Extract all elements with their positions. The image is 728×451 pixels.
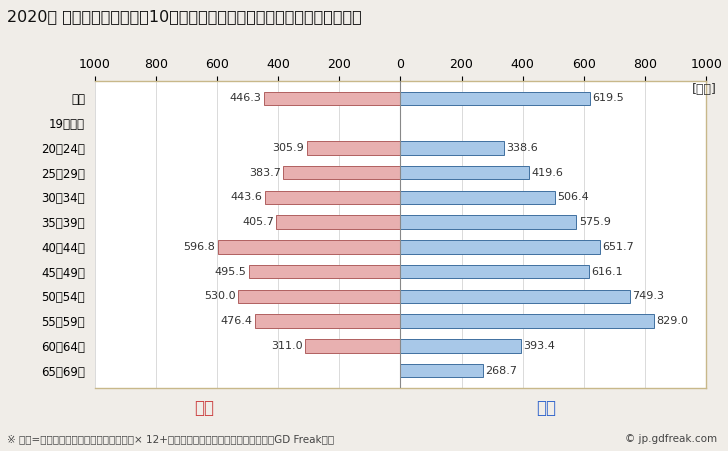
Text: 476.4: 476.4 — [221, 316, 253, 326]
Text: 305.9: 305.9 — [273, 143, 304, 153]
Bar — [400, 339, 521, 353]
Bar — [400, 240, 600, 253]
Bar — [400, 215, 577, 229]
Bar — [400, 191, 555, 204]
Bar — [218, 240, 400, 253]
Bar — [264, 92, 400, 105]
Bar — [400, 141, 504, 155]
Bar — [400, 290, 630, 303]
Bar — [277, 215, 400, 229]
Bar — [400, 265, 589, 278]
Text: [万円]: [万円] — [692, 83, 717, 97]
Text: 338.6: 338.6 — [507, 143, 538, 153]
Text: 311.0: 311.0 — [272, 341, 303, 351]
Text: 2020年 民間企業（従業者数10人以上）フルタイム労働者の男女別平均年収: 2020年 民間企業（従業者数10人以上）フルタイム労働者の男女別平均年収 — [7, 9, 362, 24]
Text: 443.6: 443.6 — [231, 193, 262, 202]
Text: 女性: 女性 — [194, 399, 214, 417]
Bar — [400, 364, 483, 377]
Text: 393.4: 393.4 — [523, 341, 555, 351]
Text: 383.7: 383.7 — [249, 168, 280, 178]
Text: 446.3: 446.3 — [229, 93, 261, 103]
Text: 829.0: 829.0 — [657, 316, 688, 326]
Text: 268.7: 268.7 — [485, 366, 517, 376]
Bar — [249, 265, 400, 278]
Text: 749.3: 749.3 — [632, 291, 664, 301]
Bar — [400, 166, 529, 179]
Text: 495.5: 495.5 — [215, 267, 247, 276]
Text: 651.7: 651.7 — [602, 242, 634, 252]
Text: 530.0: 530.0 — [205, 291, 236, 301]
Bar — [307, 141, 400, 155]
Text: 405.7: 405.7 — [242, 217, 274, 227]
Text: 419.6: 419.6 — [531, 168, 563, 178]
Text: 596.8: 596.8 — [183, 242, 215, 252]
Text: 男性: 男性 — [536, 399, 556, 417]
Bar — [400, 314, 654, 328]
Bar — [305, 339, 400, 353]
Bar — [283, 166, 400, 179]
Bar — [255, 314, 400, 328]
Text: 575.9: 575.9 — [579, 217, 611, 227]
Text: 506.4: 506.4 — [558, 193, 590, 202]
Bar — [265, 191, 400, 204]
Bar — [238, 290, 400, 303]
Text: ※ 年収=「きまって支給する現金給与額」× 12+「年間賞与その他特別給与額」としてGD Freak推計: ※ 年収=「きまって支給する現金給与額」× 12+「年間賞与その他特別給与額」と… — [7, 434, 334, 444]
Text: 619.5: 619.5 — [593, 93, 624, 103]
Bar — [400, 92, 590, 105]
Text: 616.1: 616.1 — [591, 267, 623, 276]
Text: © jp.gdfreak.com: © jp.gdfreak.com — [625, 434, 717, 444]
